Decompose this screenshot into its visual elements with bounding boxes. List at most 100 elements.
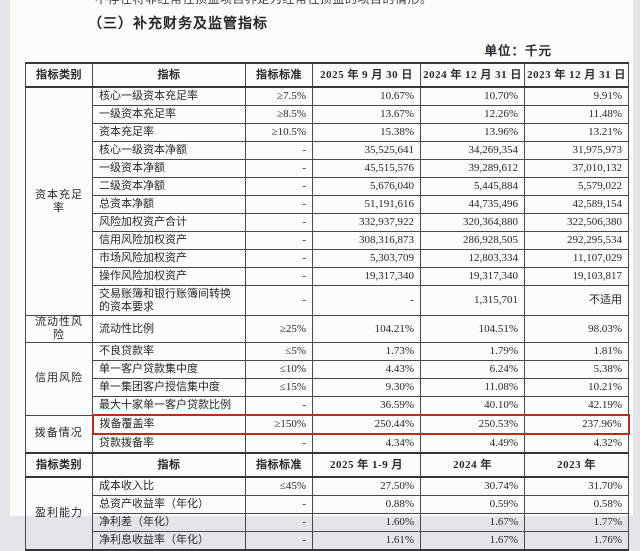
value-cell: 1.81% <box>524 342 629 361</box>
standard-cell: ≥8.5% <box>245 105 313 124</box>
highlighted-row: 拨备情况 拨备覆盖率 ≥150% 250.44% 250.53% 237.96% <box>25 414 630 454</box>
table-row: 交易账簿和银行账簿间转换的资本要求 - -1,315,701 不适用 <box>26 285 629 316</box>
standard-cell: - <box>245 177 313 196</box>
column-header: 指标标准 <box>245 62 313 88</box>
standard-cell: - <box>245 195 313 214</box>
value-cell: 237.96% <box>524 414 630 435</box>
standard-cell: - <box>245 531 313 551</box>
table-row: 净利息收益率（年化） -1.61% 1.67% 1.76% <box>26 531 629 551</box>
value-cell: 5.38% <box>524 360 629 379</box>
value-cell: 35,525,641 <box>312 141 421 160</box>
standard-cell: - <box>245 213 313 232</box>
truncated-paragraph-text: 不存在将非经常性损益项目界定为经常性损益的项目的情形。 <box>95 0 455 7</box>
value-cell: 10.67% <box>312 86 421 106</box>
value-cell: 98.03% <box>524 315 629 343</box>
standard-cell: - <box>245 285 313 316</box>
column-header: 2025 年 9 月 30 日 <box>312 62 421 88</box>
value-cell: 27.50% <box>312 476 421 496</box>
value-cell: 11.48% <box>524 105 629 124</box>
value-cell: 0.59% <box>420 495 525 514</box>
value-cell: 15.38% <box>312 123 421 142</box>
value-cell: 5,676,040 <box>312 177 421 196</box>
value-cell: 1.76% <box>524 531 629 551</box>
value-cell: 4.34% <box>312 433 421 454</box>
column-header: 2023 年 <box>524 452 629 478</box>
standard-cell: - <box>245 267 313 286</box>
value-cell: 250.44% <box>312 414 421 435</box>
category-cell: 资本充足率 <box>25 86 93 316</box>
table-row: 净利差（年化） -1.60% 1.67% 1.77% <box>26 513 629 532</box>
column-header: 指标类别 <box>25 62 93 88</box>
value-cell: 31.70% <box>524 476 629 496</box>
value-cell: 1.67% <box>420 513 525 532</box>
value-cell: 332,937,922 <box>312 213 421 232</box>
value-cell: 37,010,132 <box>524 159 629 178</box>
table-row: 信用风险 不良贷款率 ≤5% 1.73% 1.79% 1.81% <box>25 342 629 416</box>
indicator-cell: 贷款拨备率 <box>92 433 246 454</box>
category-cell: 流动性风险 <box>25 315 93 343</box>
standard-cell: - <box>245 231 313 250</box>
standard-cell: ≥7.5% <box>245 86 313 106</box>
value-cell: 44,735,496 <box>420 195 525 214</box>
value-cell: 104.51% <box>420 315 525 343</box>
table-row: 风险加权资产合计 -332,937,922 320,364,880 322,506,3… <box>26 213 629 232</box>
table-row: 核心一级资本净额 -35,525,641 34,269,354 31,975,973 <box>26 141 629 160</box>
value-cell: 31,975,973 <box>524 141 629 160</box>
column-header: 2024 年 <box>420 452 525 478</box>
standard-cell: - <box>245 159 313 178</box>
indicator-cell: 不良贷款率 <box>92 342 246 361</box>
category-cell: 拨备情况 <box>25 414 93 454</box>
indicator-cell: 交易账簿和银行账簿间转换的资本要求 <box>92 285 246 316</box>
indicator-cell: 信用风险加权资产 <box>92 231 246 250</box>
table-row: 一级资本净额 -45,515,576 39,289,612 37,010,132 <box>26 159 629 178</box>
value-cell: 5,445,884 <box>420 177 525 196</box>
unit-label: 单位：千元 <box>484 44 552 58</box>
value-cell: 320,364,880 <box>420 213 525 232</box>
table-row: 操作风险加权资产 -19,317,340 19,317,340 19,103,817 <box>26 267 629 286</box>
indicator-cell: 市场风险加权资产 <box>92 249 246 268</box>
standard-cell: ≥150% <box>245 414 313 435</box>
value-cell: 19,103,817 <box>524 267 629 286</box>
table-row: 总资产收益率（年化） -0.88% 0.59% 0.58% <box>26 495 629 514</box>
document-page: 不存在将非经常性损益项目界定为经常性损益的项目的情形。 （三）补充财务及监管指标… <box>10 0 633 551</box>
table-header-row-1: 指标类别 指标 指标标准 2025 年 9 月 30 日 2024 年 12 月 31 … <box>25 62 629 88</box>
value-cell: 5,303,709 <box>312 249 421 268</box>
standard-cell: - <box>245 249 313 268</box>
value-cell: 4.43% <box>312 360 421 379</box>
column-header: 指标类别 <box>25 452 93 478</box>
indicator-cell: 一级资本充足率 <box>92 105 246 124</box>
value-cell: 13.21% <box>524 123 629 142</box>
value-cell: 51,191,616 <box>312 195 421 214</box>
indicator-cell: 核心一级资本充足率 <box>92 86 246 106</box>
column-header: 指标 <box>92 452 246 478</box>
value-cell: 1.77% <box>524 513 629 532</box>
value-cell: 1.60% <box>312 513 421 532</box>
table-row: 信用风险加权资产 -308,316,873 286,928,505 292,295,5… <box>26 231 629 250</box>
value-cell: 42,589,154 <box>524 195 629 214</box>
value-cell: 11,107,029 <box>524 249 629 268</box>
value-cell: 1.79% <box>420 342 525 361</box>
table-row: 资本充足率 ≥10.5% 15.38% 13.96% 13.21% <box>26 123 629 142</box>
indicator-cell: 拨备覆盖率 <box>91 414 246 435</box>
standard-cell: - <box>245 495 313 514</box>
table-row: 流动性风险 流动性比例 ≥25% 104.21% 104.51% 98.03% <box>25 315 629 343</box>
standard-cell: - <box>245 513 313 532</box>
category-cell: 盈利能力 <box>25 476 93 551</box>
document-screenshot: { "page": { "truncated_top_line": "不存在将非… <box>10 0 633 551</box>
indicator-cell: 净利差（年化） <box>92 513 246 532</box>
value-cell: 4.49% <box>420 433 525 454</box>
value-cell: - <box>312 285 421 316</box>
value-cell: 42.19% <box>524 396 629 416</box>
table-row: 单一客户贷款集中度 ≤10% 4.43% 6.24% 5.38% <box>26 360 629 379</box>
table-row: 盈利能力 成本收入比 ≤45% 27.50% 30.74% 31.70% <box>25 476 629 551</box>
value-cell: 13.96% <box>420 123 525 142</box>
value-cell: 1.73% <box>312 342 421 361</box>
value-cell: 5,579,022 <box>524 177 629 196</box>
table-row: 总资本净额 -51,191,616 44,735,496 42,589,154 <box>26 195 629 214</box>
indicator-cell: 净利息收益率（年化） <box>92 531 246 551</box>
table-row: 二级资本净额 -5,676,040 5,445,884 5,579,022 <box>26 177 629 196</box>
value-cell: 0.58% <box>524 495 629 514</box>
column-header: 指标标准 <box>245 452 313 478</box>
indicator-cell: 成本收入比 <box>92 476 246 496</box>
value-cell: 30.74% <box>420 476 525 496</box>
